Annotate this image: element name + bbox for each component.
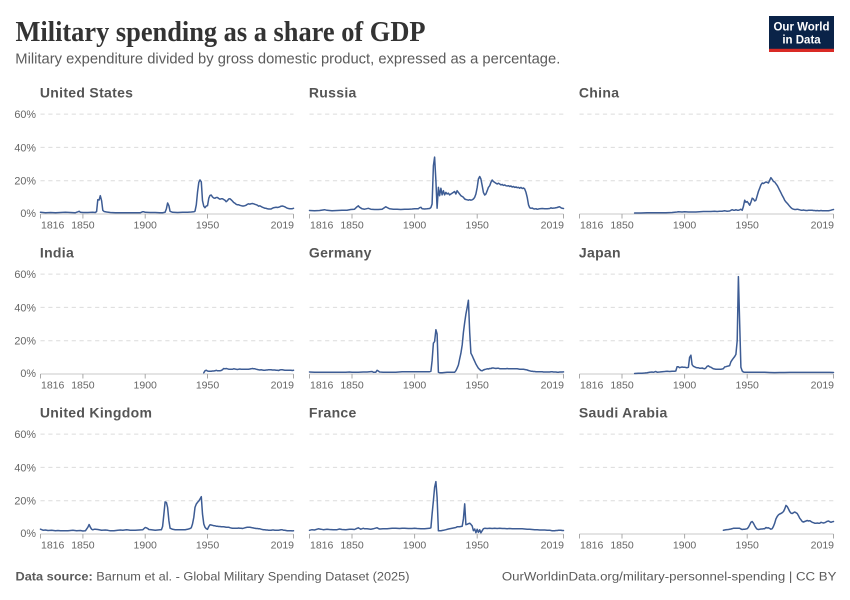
svg-text:1816: 1816: [310, 380, 334, 392]
svg-text:Data source: Barnum et al. - G: Data source: Barnum et al. - Global Mili…: [16, 569, 410, 583]
svg-text:1850: 1850: [71, 380, 95, 392]
svg-text:United Kingdom: United Kingdom: [40, 404, 152, 420]
svg-text:1950: 1950: [466, 540, 490, 552]
svg-text:Germany: Germany: [309, 244, 372, 260]
svg-text:Saudi Arabia: Saudi Arabia: [579, 404, 668, 420]
svg-text:1850: 1850: [71, 220, 95, 232]
svg-text:1950: 1950: [466, 220, 490, 232]
svg-text:1950: 1950: [196, 540, 220, 552]
svg-text:France: France: [309, 404, 357, 420]
svg-text:1900: 1900: [403, 380, 427, 392]
svg-text:Military spending as a share o: Military spending as a share of GDP: [16, 17, 426, 48]
svg-text:OurWorldinData.org/military-pe: OurWorldinData.org/military-personnel-sp…: [502, 569, 837, 583]
svg-text:60%: 60%: [14, 429, 36, 441]
svg-text:1900: 1900: [403, 220, 427, 232]
svg-text:2019: 2019: [811, 380, 835, 392]
svg-text:2019: 2019: [541, 220, 565, 232]
svg-text:60%: 60%: [14, 269, 36, 281]
svg-text:1850: 1850: [610, 380, 634, 392]
svg-text:1900: 1900: [134, 540, 158, 552]
svg-text:1900: 1900: [673, 220, 697, 232]
svg-text:40%: 40%: [14, 142, 36, 154]
svg-text:20%: 20%: [14, 336, 36, 348]
svg-text:1950: 1950: [466, 380, 490, 392]
svg-text:1816: 1816: [580, 540, 604, 552]
svg-text:Our World: Our World: [773, 22, 829, 34]
svg-text:1950: 1950: [736, 540, 760, 552]
svg-text:United States: United States: [40, 84, 133, 100]
svg-text:1850: 1850: [610, 220, 634, 232]
svg-text:2019: 2019: [811, 540, 835, 552]
svg-text:1850: 1850: [71, 540, 95, 552]
svg-text:2019: 2019: [541, 540, 565, 552]
svg-text:1850: 1850: [340, 540, 364, 552]
svg-text:1950: 1950: [196, 380, 220, 392]
svg-text:1850: 1850: [340, 220, 364, 232]
svg-text:1816: 1816: [310, 540, 334, 552]
svg-text:Japan: Japan: [579, 244, 621, 260]
svg-text:0%: 0%: [20, 208, 36, 220]
svg-text:1816: 1816: [580, 380, 604, 392]
svg-text:1900: 1900: [673, 380, 697, 392]
svg-text:1816: 1816: [41, 380, 65, 392]
svg-text:20%: 20%: [14, 496, 36, 508]
svg-text:2019: 2019: [811, 220, 835, 232]
svg-text:1900: 1900: [134, 380, 158, 392]
svg-text:1900: 1900: [134, 220, 158, 232]
svg-text:1950: 1950: [736, 380, 760, 392]
svg-text:0%: 0%: [20, 528, 36, 540]
svg-text:1950: 1950: [736, 220, 760, 232]
svg-text:1950: 1950: [196, 220, 220, 232]
svg-text:40%: 40%: [14, 302, 36, 314]
svg-text:1816: 1816: [580, 220, 604, 232]
svg-text:1816: 1816: [41, 540, 65, 552]
svg-text:2019: 2019: [271, 380, 295, 392]
svg-text:1816: 1816: [310, 220, 334, 232]
svg-text:60%: 60%: [14, 109, 36, 121]
svg-text:1900: 1900: [403, 540, 427, 552]
svg-text:China: China: [579, 84, 619, 100]
svg-text:1850: 1850: [610, 540, 634, 552]
svg-text:2019: 2019: [271, 540, 295, 552]
svg-text:India: India: [40, 244, 74, 260]
svg-text:Military expenditure divided b: Military expenditure divided by gross do…: [15, 52, 560, 68]
svg-text:Russia: Russia: [309, 84, 357, 100]
svg-text:1816: 1816: [41, 220, 65, 232]
svg-text:1850: 1850: [340, 380, 364, 392]
svg-text:1900: 1900: [673, 540, 697, 552]
svg-text:20%: 20%: [14, 176, 36, 188]
svg-text:0%: 0%: [20, 368, 36, 380]
svg-text:40%: 40%: [14, 462, 36, 474]
svg-text:in Data: in Data: [782, 35, 821, 47]
svg-text:2019: 2019: [541, 380, 565, 392]
svg-text:2019: 2019: [271, 220, 295, 232]
